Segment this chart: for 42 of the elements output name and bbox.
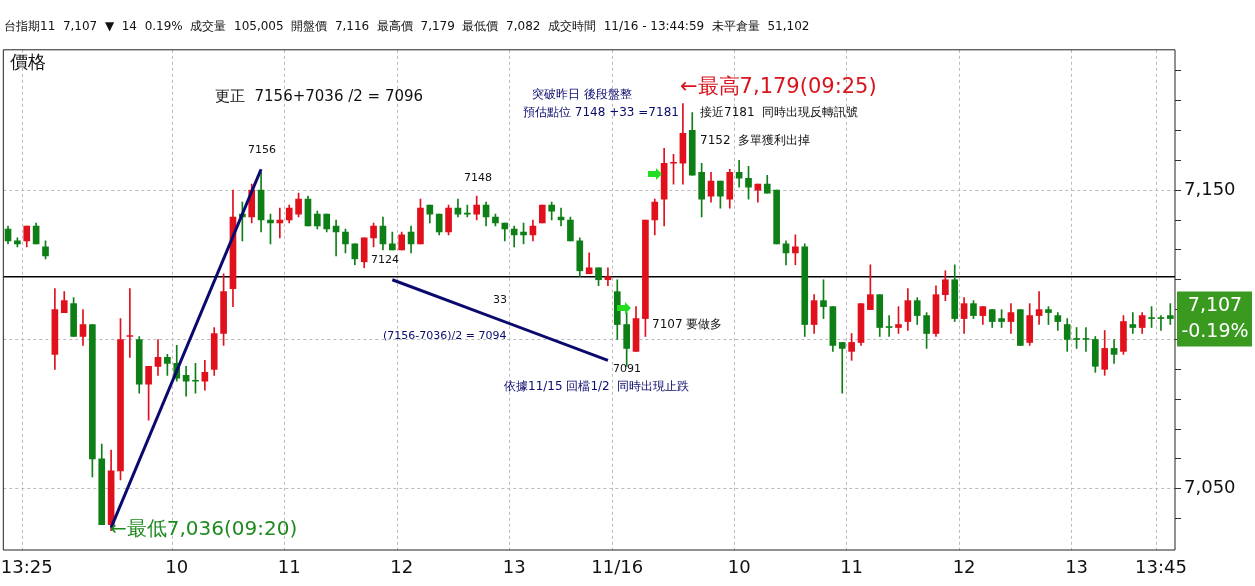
annotation: 更正 7156+7036 /2 = 7096 bbox=[215, 86, 424, 105]
annotation: ←最高7,179(09:25) bbox=[680, 74, 877, 99]
annotation: 7124 bbox=[371, 252, 399, 266]
candlestick bbox=[1166, 303, 1174, 325]
candlestick bbox=[1082, 327, 1090, 352]
y-tick-label: 7,050 bbox=[1184, 476, 1236, 498]
candlestick bbox=[838, 342, 846, 394]
annotation: 7148 bbox=[464, 170, 492, 184]
y-tick-label: 7,150 bbox=[1184, 177, 1236, 199]
x-tick-label: 11 bbox=[840, 556, 864, 578]
text: -0.19% bbox=[1181, 318, 1249, 341]
annotation: (7156-7036)/2 = 7094 bbox=[383, 328, 507, 342]
text: 7,107 bbox=[1187, 292, 1243, 315]
annotation: 7152 多單獲利出掉 bbox=[700, 133, 811, 148]
x-tick-label: 13 bbox=[1065, 556, 1089, 578]
x-tick-label: 10 bbox=[165, 556, 189, 578]
x-tick-label: 13:45 bbox=[1135, 556, 1187, 578]
candlestick bbox=[1129, 312, 1137, 334]
x-tick-label: 12 bbox=[952, 556, 976, 578]
annotation: 預估點位 7148 +33 =7181 bbox=[523, 105, 679, 120]
y-axis-title: 價格 bbox=[10, 51, 47, 73]
annotation: 7107 要做多 bbox=[652, 317, 723, 332]
annotation: 7091 bbox=[613, 361, 641, 375]
annotation: 接近7181 同時出現反轉訊號 bbox=[700, 105, 859, 120]
annotation: 7156 bbox=[248, 142, 276, 156]
annotation: 突破昨日 後段盤整 bbox=[532, 87, 632, 102]
x-tick-label: 10 bbox=[727, 556, 751, 578]
candlestick bbox=[885, 315, 893, 337]
x-tick-label: 11 bbox=[277, 556, 301, 578]
annotation: ←最低7,036(09:20) bbox=[110, 516, 298, 541]
x-tick-label: 13:25 bbox=[0, 556, 53, 578]
x-tick-label: 11/16 bbox=[591, 556, 644, 578]
x-tick-label: 12 bbox=[390, 556, 414, 578]
candlestick bbox=[604, 267, 612, 287]
candlestick bbox=[1157, 315, 1165, 331]
annotation: 33 bbox=[493, 292, 507, 306]
chart-subtitle: 台指期11 7,107 ▼ 14 0.19% 成交量 105,005 開盤價 7,116 最高價 7,179 最低價 7,082 成交時間 11/16 - 13:44:59 未平倉量 51,102 bbox=[4, 18, 810, 35]
annotation: 依據11/15 回檔1/2 同時出現止跌 bbox=[504, 379, 690, 394]
candlestick bbox=[182, 366, 190, 397]
x-tick-label: 13 bbox=[502, 556, 526, 578]
candlestick bbox=[126, 288, 134, 358]
candlestick bbox=[1035, 291, 1043, 325]
